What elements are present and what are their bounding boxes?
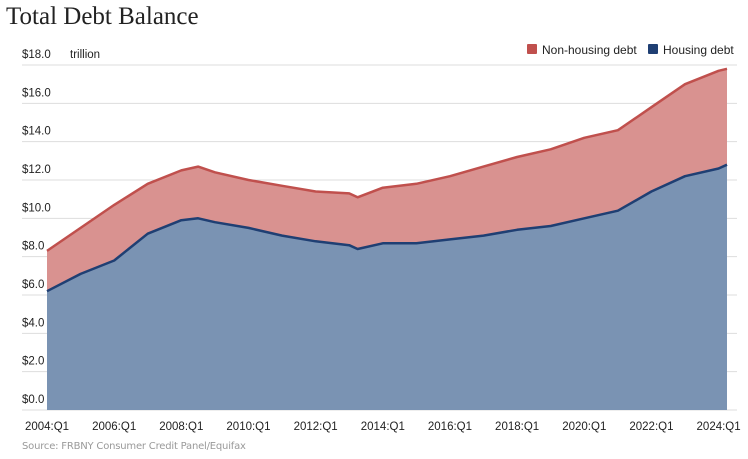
y-unit-label: trillion xyxy=(70,49,100,61)
legend-label: Non-housing debt xyxy=(542,43,637,57)
legend-swatch xyxy=(648,44,658,54)
housing-area xyxy=(47,164,727,410)
x-tick-label: 2008:Q1 xyxy=(159,421,203,433)
x-tick-label: 2020:Q1 xyxy=(562,421,606,433)
non-housing-area xyxy=(47,68,727,292)
legend-label: Housing debt xyxy=(663,43,734,57)
x-tick-label: 2014:Q1 xyxy=(361,421,405,433)
x-tick-label: 2006:Q1 xyxy=(92,421,136,433)
housing-line xyxy=(46,163,728,293)
y-tick-label: $10.0 xyxy=(22,202,51,214)
source-note: Source: FRBNY Consumer Credit Panel/Equi… xyxy=(22,441,246,452)
x-tick-label: 2010:Q1 xyxy=(226,421,270,433)
y-tick-label: $18.0 xyxy=(22,49,51,61)
non-housing-line xyxy=(46,67,728,252)
y-tick-label: $0.0 xyxy=(22,394,44,406)
x-tick-label: 2004:Q1 xyxy=(25,421,69,433)
y-tick-label: $12.0 xyxy=(22,164,51,176)
y-tick-label: $4.0 xyxy=(22,317,44,329)
y-tick-label: $8.0 xyxy=(22,241,44,253)
y-tick-label: $16.0 xyxy=(22,87,51,99)
x-tick-label: 2022:Q1 xyxy=(629,421,673,433)
x-tick-label: 2016:Q1 xyxy=(428,421,472,433)
x-tick-label: 2012:Q1 xyxy=(294,421,338,433)
y-tick-label: $6.0 xyxy=(22,279,44,291)
legend-swatch xyxy=(527,44,537,54)
y-tick-label: $2.0 xyxy=(22,356,44,368)
x-tick-label: 2024:Q1 xyxy=(697,421,741,433)
y-tick-label: $14.0 xyxy=(22,126,51,138)
x-tick-label: 2018:Q1 xyxy=(495,421,539,433)
chart-title: Total Debt Balance xyxy=(6,3,199,30)
